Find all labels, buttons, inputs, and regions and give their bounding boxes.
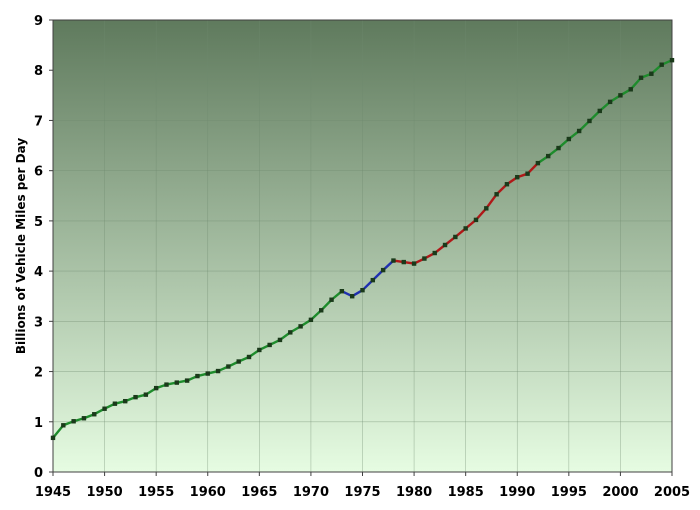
data-point [628,87,633,92]
data-point [473,217,479,223]
data-point [257,347,262,353]
x-tick-label: 1995 [551,485,587,500]
x-tick-label: 2005 [654,485,690,500]
data-point [246,354,252,360]
data-point [576,128,582,134]
data-point [349,294,355,299]
y-axis-title: Billions of Vehicle Miles per Day [14,138,28,354]
data-point [391,258,396,263]
data-point [515,174,520,180]
y-tick-label: 4 [34,265,43,280]
x-tick-label: 1950 [86,485,122,500]
data-point [288,330,293,335]
y-tick-label: 6 [34,165,43,180]
gridlines [53,20,672,472]
data-point [133,394,138,400]
data-point [618,93,623,98]
data-point [546,153,551,159]
data-point [153,385,159,391]
data-point [597,108,602,114]
y-tick-label: 7 [34,114,43,129]
data-point [277,337,283,343]
data-point [102,406,107,411]
x-tick-label: 1985 [448,485,484,500]
data-point [143,392,149,397]
data-point [504,182,510,187]
data-point [174,380,179,385]
data-point [556,145,561,151]
data-point [360,287,365,293]
data-point [401,259,406,265]
data-point [463,226,468,231]
x-tick-label: 1975 [344,485,380,500]
y-axis-ticks: 0 1 2 3 4 5 6 7 8 9 [34,14,53,481]
data-point [319,308,324,313]
y-tick-label: 2 [34,366,43,381]
x-tick-label: 1960 [190,485,226,500]
data-point [669,57,675,63]
data-point [50,435,56,441]
y-tick-label: 3 [34,315,43,330]
data-point [370,277,376,283]
data-point [195,373,200,379]
data-point [380,267,386,273]
data-point [339,289,345,294]
x-tick-label: 1965 [241,485,277,500]
data-point [81,416,87,421]
x-axis-ticks: 1945 1950 1955 1960 1965 1970 1975 1980 1985 1990… [35,472,690,500]
data-point [607,99,613,105]
data-point [432,250,437,256]
data-point [236,359,241,364]
y-tick-label: 8 [34,64,43,79]
x-tick-label: 1970 [293,485,329,500]
data-point [638,75,644,80]
data-point [453,234,458,240]
data-point [123,398,128,404]
data-markers [50,57,675,441]
data-point [411,261,417,266]
data-point [535,160,541,166]
x-tick-label: 2000 [602,485,638,500]
data-point [184,378,190,383]
data-point [484,206,489,211]
data-point [205,371,210,376]
x-tick-label: 1990 [499,485,535,500]
data-point [61,423,66,428]
data-point [329,297,334,302]
data-point [92,412,97,417]
y-tick-label: 9 [34,14,43,29]
x-tick-label: 1945 [35,485,71,500]
data-point [587,118,592,124]
data-point [308,317,314,323]
data-point [267,342,272,348]
y-tick-label: 0 [34,466,43,481]
data-point [226,364,231,369]
x-tick-label: 1980 [396,485,432,500]
data-point [298,324,303,329]
data-point [164,382,169,387]
x-tick-label: 1955 [138,485,174,500]
data-point [566,136,572,142]
data-point [215,368,221,374]
y-tick-label: 5 [34,215,43,230]
data-point [422,256,427,261]
data-point [442,242,448,248]
data-point [649,71,654,76]
y-tick-label: 1 [34,416,43,431]
data-point [525,171,530,176]
data-point [494,192,499,197]
data-point [71,419,76,424]
data-point [112,401,118,406]
data-point [659,62,664,67]
